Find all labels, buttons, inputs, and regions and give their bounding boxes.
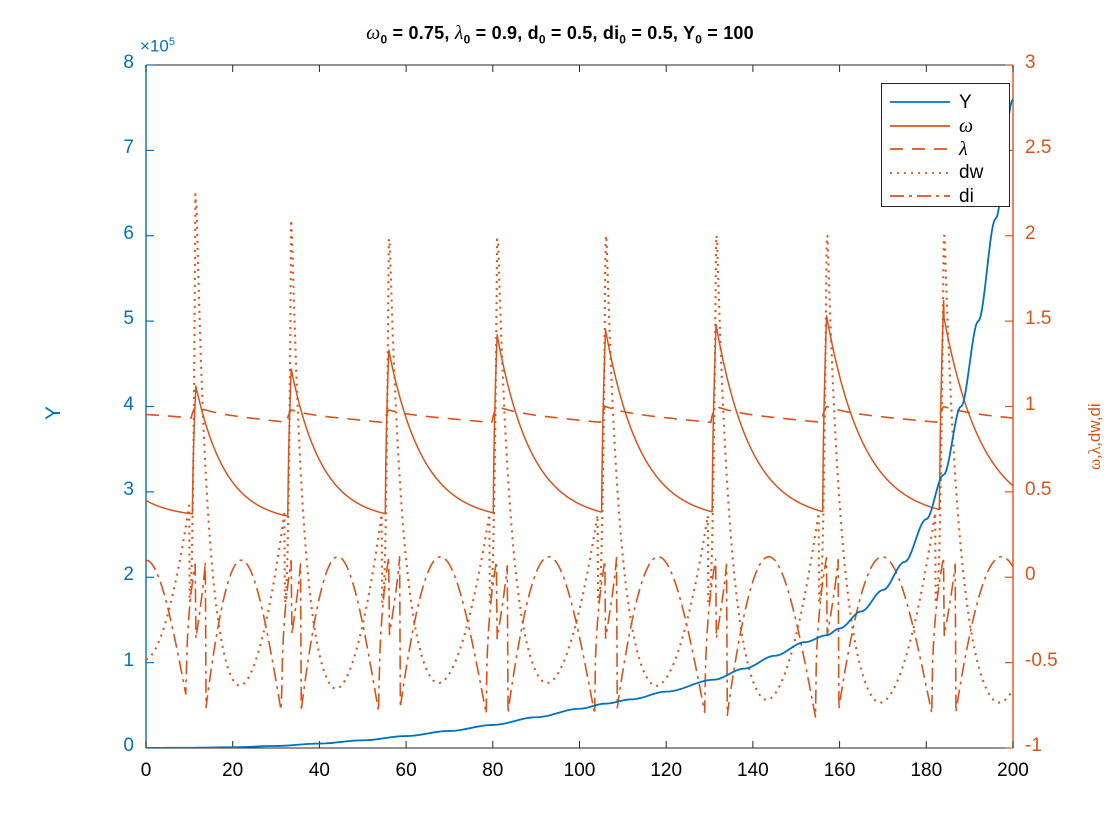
y-left-tick-label-8: 8 — [123, 52, 134, 73]
series-di — [146, 555, 1013, 718]
series-dw — [146, 193, 1013, 704]
y-right-tick-label-4: 1 — [1025, 393, 1036, 415]
y-right-tick-label-7: 2.5 — [1025, 137, 1052, 159]
y-right-tick-label-8: 3 — [1025, 52, 1036, 73]
title-di-value: 0.5 — [647, 23, 673, 43]
exponent-base: 10 — [149, 36, 169, 56]
y-axis-label-right: ω,λ,dw,di — [1085, 403, 1104, 470]
title-omega-value: 0.75 — [408, 23, 445, 43]
legend-label-4: di — [959, 185, 974, 207]
title-lambda-value: 0.9 — [491, 23, 518, 43]
y-left-tick-label-6: 6 — [123, 222, 134, 244]
x-tick-label-5: 100 — [563, 760, 596, 781]
series-omega — [146, 299, 1013, 517]
y-right-tick-label-3: 0.5 — [1025, 478, 1052, 500]
x-tick-label-2: 40 — [308, 760, 330, 781]
title-sub-0d: 0 — [619, 32, 627, 47]
title-d: d — [527, 23, 539, 43]
legend-line-sample-0 — [889, 96, 951, 108]
y-left-tick-label-5: 5 — [123, 308, 134, 330]
x-tick-label-6: 120 — [650, 760, 683, 781]
title-Y: Y — [682, 23, 696, 43]
title-di: di — [602, 23, 620, 43]
y-right-tick-label-2: 0 — [1025, 564, 1036, 586]
y-left-tick-label-4: 4 — [123, 393, 134, 415]
x-tick-label-9: 180 — [910, 760, 943, 781]
y-right-tick-label-1: -0.5 — [1025, 649, 1058, 671]
x-tick-label-10: 200 — [997, 760, 1029, 781]
legend-line-sample-2 — [889, 143, 951, 155]
y-right-tick-label-5: 1.5 — [1025, 308, 1052, 330]
y-left-tick-label-7: 7 — [123, 137, 134, 159]
legend-line-sample-4 — [889, 190, 951, 202]
chart-title: ω0 = 0.75, λ0 = 0.9, d0 = 0.5, di0 = 0.5… — [366, 22, 754, 47]
title-sub-0e: 0 — [695, 32, 703, 47]
left-axis-exponent: ×105 — [140, 36, 175, 57]
y-right-tick-label-6: 2 — [1025, 222, 1036, 244]
legend-item-dw[interactable]: dw — [882, 161, 1011, 185]
y-left-tick-label-1: 1 — [123, 649, 134, 671]
y-left-tick-label-3: 3 — [123, 478, 134, 500]
series-lambda — [146, 405, 1013, 424]
legend-label-3: dw — [959, 162, 984, 183]
y-right-tick-label-0: -1 — [1025, 735, 1042, 756]
x-tick-label-4: 80 — [482, 760, 504, 781]
title-d-value: 0.5 — [566, 23, 593, 43]
legend-line-sample-1 — [889, 120, 951, 132]
legend-item-[interactable]: ω — [882, 114, 1011, 138]
legend-line-sample-3 — [889, 167, 951, 179]
y-axis-label-left: Y — [42, 405, 65, 420]
title-sub-0c: 0 — [538, 32, 546, 47]
legend-item-Y[interactable]: Y — [882, 90, 1011, 114]
x-tick-label-7: 140 — [737, 760, 769, 781]
exponent-times: × — [140, 36, 150, 56]
title-sub-0a: 0 — [380, 32, 388, 47]
x-tick-label-1: 20 — [222, 760, 244, 781]
legend-label-2: λ — [959, 138, 968, 160]
exponent-power: 5 — [168, 36, 175, 48]
x-tick-label-8: 160 — [823, 760, 856, 781]
x-tick-label-0: 0 — [140, 760, 152, 781]
series-Y — [146, 98, 1013, 748]
legend-item-di[interactable]: di — [882, 184, 1011, 208]
y-left-tick-label-2: 2 — [123, 564, 134, 586]
legend-label-1: ω — [959, 114, 974, 137]
y-left-tick-label-0: 0 — [123, 735, 134, 756]
title-sub-0b: 0 — [463, 32, 471, 47]
title-Y-value: 100 — [723, 23, 754, 43]
x-tick-label-3: 60 — [395, 760, 417, 781]
legend-label-0: Y — [959, 91, 972, 113]
legend-item-[interactable]: λ — [882, 137, 1011, 161]
